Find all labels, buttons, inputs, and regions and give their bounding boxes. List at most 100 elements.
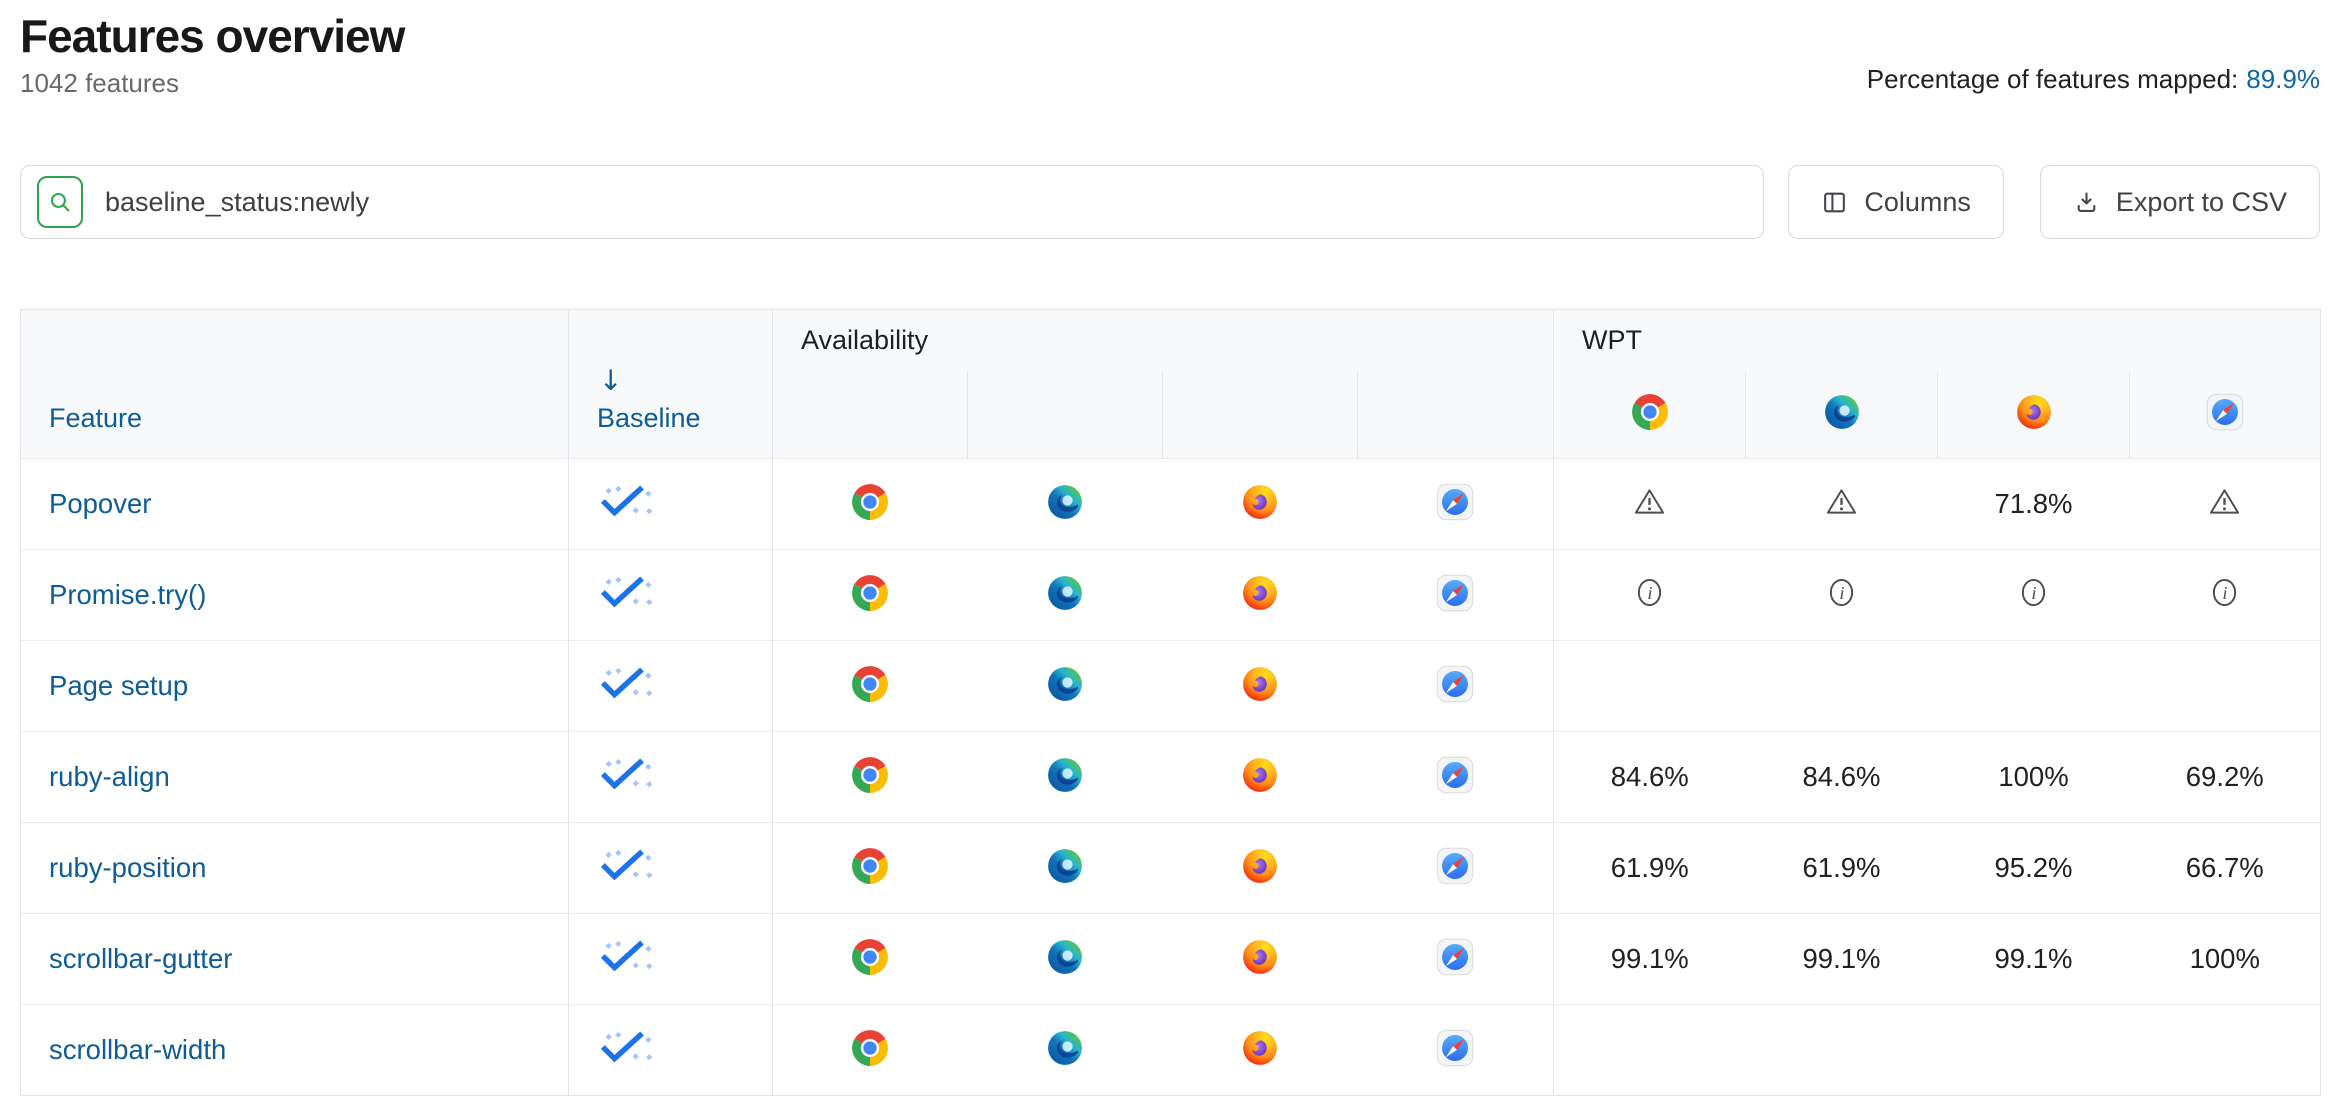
availability-subheader <box>1356 371 1554 459</box>
wpt-cell: 69.2% <box>2129 731 2321 823</box>
safari-icon <box>1436 483 1474 521</box>
wpt-cell: i <box>1553 549 1746 641</box>
availability-subheader <box>1162 371 1358 459</box>
baseline-status-cell <box>568 822 773 914</box>
availability-cell <box>772 1004 968 1096</box>
sort-desc-icon: ↓ <box>599 364 623 397</box>
export-csv-button[interactable]: Export to CSV <box>2039 165 2320 239</box>
availability-cell <box>1357 1004 1554 1096</box>
safari-icon <box>1436 1029 1474 1067</box>
wpt-cell: i <box>1745 549 1938 641</box>
wpt-score: 69.2% <box>2185 761 2264 792</box>
search-input-container[interactable] <box>20 165 1765 239</box>
toolbar: Columns Export to CSV <box>20 165 2320 239</box>
feature-link[interactable]: ruby-align <box>49 761 170 792</box>
availability-cell <box>967 913 1163 1005</box>
availability-cell <box>967 549 1163 641</box>
wpt-score: 71.8% <box>1994 488 2073 519</box>
availability-cell <box>967 822 1163 914</box>
feature-link[interactable]: scrollbar-gutter <box>49 943 233 974</box>
svg-text:i: i <box>1839 583 1844 603</box>
info-icon: i <box>2018 576 2049 609</box>
availability-cell <box>1162 913 1358 1005</box>
firefox-icon <box>1241 1029 1279 1067</box>
feature-link[interactable]: ruby-position <box>49 852 207 883</box>
page-header: Features overview 1042 features Percenta… <box>20 10 2320 99</box>
edge-icon <box>1046 574 1084 612</box>
edge-icon <box>1046 665 1084 703</box>
wpt-cell <box>1937 640 2130 732</box>
wpt-browser-subheader <box>1937 371 2130 459</box>
wpt-score: 61.9% <box>1610 852 1689 883</box>
availability-cell <box>772 822 968 914</box>
feature-cell: ruby-position <box>20 822 569 914</box>
feature-link[interactable]: scrollbar-width <box>49 1034 227 1065</box>
wpt-browser-subheader <box>1553 371 1746 459</box>
wpt-score: 99.1% <box>1994 943 2073 974</box>
baseline-status-cell <box>568 913 773 1005</box>
export-csv-button-label: Export to CSV <box>2115 186 2287 217</box>
feature-link[interactable]: Promise.try() <box>49 579 207 610</box>
baseline-newly-icon <box>599 849 657 882</box>
chrome-icon <box>851 756 889 794</box>
availability-cell <box>1162 640 1358 732</box>
baseline-newly-icon <box>599 758 657 791</box>
feature-cell: ruby-align <box>20 731 569 823</box>
wpt-browser-subheader <box>1745 371 1938 459</box>
wpt-cell <box>2129 640 2321 732</box>
availability-cell <box>1162 458 1358 550</box>
availability-cell <box>1357 549 1554 641</box>
availability-cell <box>772 913 968 1005</box>
availability-cell <box>1357 640 1554 732</box>
edge-icon <box>1046 483 1084 521</box>
search-input[interactable] <box>103 185 1744 219</box>
download-icon <box>2073 189 2100 216</box>
feature-cell: scrollbar-width <box>20 1004 569 1096</box>
chrome-icon <box>851 665 889 703</box>
availability-cell <box>967 1004 1163 1096</box>
availability-cell <box>1357 913 1554 1005</box>
wpt-cell: 99.1% <box>1937 913 2130 1005</box>
column-header-feature[interactable]: Feature <box>49 403 143 433</box>
info-icon: i <box>1634 576 1665 609</box>
wpt-score: 66.7% <box>2185 852 2264 883</box>
wpt-cell: 84.6% <box>1745 731 1938 823</box>
availability-cell <box>1357 822 1554 914</box>
availability-cell <box>967 640 1163 732</box>
features-overview-page: Features overview 1042 features Percenta… <box>20 10 2322 1096</box>
chrome-icon <box>851 483 889 521</box>
feature-link[interactable]: Popover <box>49 488 152 519</box>
availability-subheader <box>772 371 968 459</box>
columns-icon <box>1821 189 1848 216</box>
chrome-icon <box>851 938 889 976</box>
column-header-feature-cell: Feature <box>20 309 569 459</box>
column-header-baseline[interactable]: ↓ Baseline <box>597 364 771 433</box>
availability-cell <box>1162 549 1358 641</box>
firefox-icon <box>1241 574 1279 612</box>
availability-cell <box>1162 1004 1358 1096</box>
table-row: ruby-position 61.9% 61.9% 95.2% 66.7% <box>20 822 2321 914</box>
wpt-cell <box>1745 1004 1938 1096</box>
feature-cell: Page setup <box>20 640 569 732</box>
edge-icon <box>1046 938 1084 976</box>
wpt-cell <box>1553 1004 1746 1096</box>
wpt-cell: 71.8% <box>1937 458 2130 550</box>
svg-text:i: i <box>1648 583 1653 603</box>
columns-button[interactable]: Columns <box>1788 165 2004 239</box>
wpt-cell: 61.9% <box>1553 822 1746 914</box>
edge-icon <box>1046 1029 1084 1067</box>
column-header-wpt: WPT <box>1553 309 2321 372</box>
chrome-icon <box>851 847 889 885</box>
wpt-score: 84.6% <box>1802 761 1881 792</box>
baseline-newly-icon <box>599 1031 657 1064</box>
feature-cell: Promise.try() <box>20 549 569 641</box>
feature-link[interactable]: Page setup <box>49 670 189 701</box>
baseline-status-cell <box>568 458 773 550</box>
column-header-availability: Availability <box>771 309 1554 372</box>
table-row: Popover 71.8% <box>20 458 2321 550</box>
mapped-percentage-link[interactable]: 89.9% <box>2246 64 2320 94</box>
edge-icon <box>1046 756 1084 794</box>
availability-cell <box>967 731 1163 823</box>
wpt-browser-subheader <box>2129 371 2321 459</box>
svg-text:i: i <box>2223 583 2228 603</box>
